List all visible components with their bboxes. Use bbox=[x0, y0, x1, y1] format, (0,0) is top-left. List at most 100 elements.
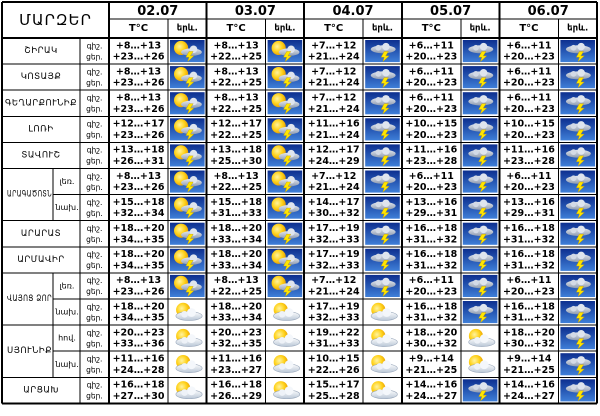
night-temp: +6…+11 bbox=[409, 66, 454, 77]
night-temp: +10…+15 bbox=[308, 354, 360, 365]
cloud-lightning-icon bbox=[365, 170, 400, 193]
sun-cloud-icon bbox=[175, 302, 203, 321]
night-temp: +14…+16 bbox=[405, 380, 457, 391]
day-label: ցեր. bbox=[86, 131, 103, 140]
night-temp: +16…+18 bbox=[405, 301, 457, 312]
night-temp: +8…+13 bbox=[213, 275, 258, 286]
cloud-lightning-icon bbox=[560, 327, 595, 350]
sun-cloud-lightning-icon bbox=[267, 248, 303, 272]
night-temp: +8…+13 bbox=[116, 40, 161, 51]
night-temp: +16…+18 bbox=[503, 223, 555, 234]
day-temp: +34…+35 bbox=[113, 234, 165, 245]
day-temp: +32…+33 bbox=[308, 260, 360, 271]
day-label: ցեր. bbox=[86, 78, 103, 87]
night-temp: +6…+11 bbox=[506, 93, 551, 104]
night-temp: +20…+23 bbox=[210, 327, 262, 338]
night-temp: +17…+19 bbox=[308, 249, 360, 260]
day-temp: +29…+31 bbox=[405, 208, 457, 219]
day-temp: +21…+24 bbox=[308, 130, 360, 141]
cloud-lightning-icon bbox=[462, 248, 498, 272]
day-temp: +32…+33 bbox=[308, 234, 360, 245]
night-temp: +17…+19 bbox=[308, 301, 360, 312]
sky-header: երև. bbox=[177, 24, 198, 34]
day-temp: +29…+31 bbox=[503, 208, 555, 219]
cloud-lightning-icon bbox=[462, 40, 498, 63]
day-temp: +22…+25 bbox=[210, 286, 262, 297]
night-temp: +15…+18 bbox=[210, 197, 262, 208]
night-temp: +16…+18 bbox=[503, 249, 555, 260]
night-temp: +18…+20 bbox=[503, 327, 555, 338]
night-temp: +11…+16 bbox=[405, 145, 457, 156]
day-temp: +23…+26 bbox=[113, 182, 165, 193]
night-temp: +6…+11 bbox=[409, 171, 454, 182]
region-name: ՇԻՐԱԿ bbox=[24, 46, 57, 56]
night-temp: +16…+18 bbox=[113, 380, 165, 391]
night-temp: +15…+18 bbox=[113, 197, 165, 208]
day-temp: +31…+32 bbox=[503, 313, 555, 324]
region-name: ԿՈՏԱՅՔ bbox=[21, 72, 62, 82]
day-label: ցեր. bbox=[86, 261, 103, 270]
date-header: 02.07 bbox=[137, 4, 178, 19]
day-temp: +20…+23 bbox=[503, 78, 555, 89]
night-label: գիշ. bbox=[87, 328, 103, 337]
day-label: ցեր. bbox=[86, 313, 103, 322]
night-temp: +19…+22 bbox=[308, 327, 360, 338]
day-label: ցեր. bbox=[86, 287, 103, 296]
sun-cloud-icon bbox=[370, 328, 398, 347]
sun-cloud-lightning-icon bbox=[267, 40, 303, 63]
day-label: ցեր. bbox=[86, 209, 103, 218]
day-temp: +33…+34 bbox=[210, 260, 262, 271]
day-temp: +22…+26 bbox=[308, 365, 360, 376]
cloud-lightning-icon bbox=[462, 118, 498, 141]
day-temp: +20…+23 bbox=[405, 104, 457, 115]
cloud-lightning-icon bbox=[560, 92, 595, 115]
night-temp: +6…+11 bbox=[506, 171, 551, 182]
sun-cloud-icon bbox=[273, 302, 301, 321]
day-label: ցեր. bbox=[86, 365, 103, 374]
sky-header: երև. bbox=[567, 24, 588, 34]
day-temp: +23…+28 bbox=[503, 156, 555, 167]
night-label: գիշ. bbox=[87, 381, 103, 390]
night-label: գիշ. bbox=[87, 276, 103, 285]
night-temp: +8…+13 bbox=[213, 40, 258, 51]
sun-cloud-lightning-icon bbox=[267, 170, 303, 193]
cloud-lightning-icon bbox=[462, 379, 498, 402]
night-temp: +6…+11 bbox=[409, 40, 454, 51]
night-temp: +18…+20 bbox=[113, 249, 165, 260]
day-temp: +23…+26 bbox=[113, 52, 165, 63]
region-name: ԼՈՌԻ bbox=[28, 124, 53, 134]
day-temp: +21…+24 bbox=[308, 78, 360, 89]
cloud-lightning-icon bbox=[462, 274, 498, 298]
night-temp: +12…+17 bbox=[113, 119, 165, 130]
sun-cloud-lightning-icon bbox=[267, 144, 303, 167]
date-header: 06.07 bbox=[528, 4, 569, 19]
sun-cloud-icon bbox=[175, 381, 203, 400]
night-label: գիշ. bbox=[87, 67, 103, 76]
sun-cloud-icon bbox=[273, 354, 301, 373]
day-temp: +33…+34 bbox=[210, 313, 262, 324]
day-temp: +24…+28 bbox=[113, 365, 165, 376]
region-subzone: լեռ. bbox=[60, 281, 75, 290]
sun-cloud-icon bbox=[370, 302, 398, 321]
day-temp: +21…+24 bbox=[308, 52, 360, 63]
night-temp: +18…+20 bbox=[113, 301, 165, 312]
day-temp: +34…+35 bbox=[113, 260, 165, 271]
day-temp: +24…+29 bbox=[308, 156, 360, 167]
sky-header: երև. bbox=[372, 24, 393, 34]
day-temp: +20…+23 bbox=[405, 52, 457, 63]
day-temp: +33…+36 bbox=[113, 339, 165, 350]
night-temp: +8…+13 bbox=[213, 171, 258, 182]
day-label: ցեր. bbox=[86, 392, 103, 401]
cloud-lightning-icon bbox=[365, 92, 400, 115]
day-temp: +31…+32 bbox=[405, 260, 457, 271]
day-temp: +26…+29 bbox=[210, 391, 262, 402]
sun-cloud-lightning-icon bbox=[170, 274, 205, 298]
day-temp: +30…+32 bbox=[308, 208, 360, 219]
day-temp: +23…+26 bbox=[113, 130, 165, 141]
night-temp: +16…+18 bbox=[405, 223, 457, 234]
night-temp: +6…+11 bbox=[506, 275, 551, 286]
day-temp: +22…+25 bbox=[210, 182, 262, 193]
cloud-lightning-icon bbox=[462, 92, 498, 115]
night-temp: +8…+13 bbox=[116, 171, 161, 182]
night-temp: +7…+12 bbox=[311, 93, 356, 104]
